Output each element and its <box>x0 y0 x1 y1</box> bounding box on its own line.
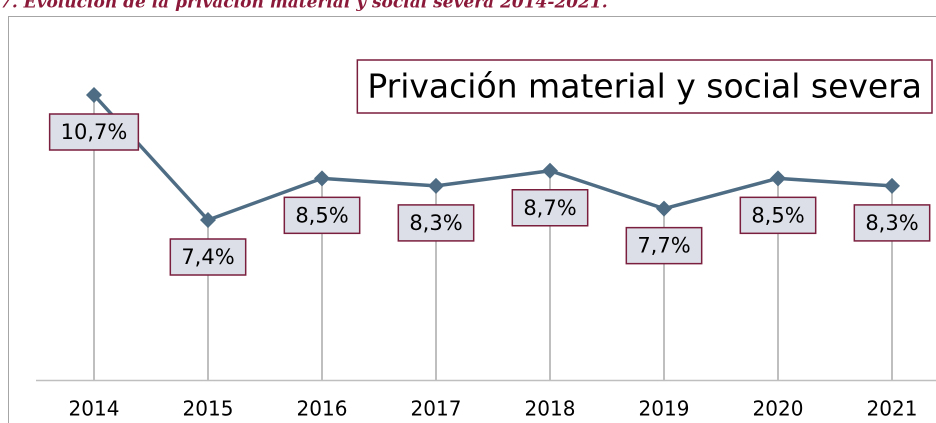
data-label: 8,5% <box>295 203 348 227</box>
data-label-box <box>511 189 589 227</box>
point-marker <box>542 162 558 179</box>
data-label: 7,7% <box>637 234 690 258</box>
x-tick-label: 2018 <box>525 397 576 421</box>
data-label-box <box>625 226 703 265</box>
data-label-box <box>169 238 247 276</box>
x-tick-label: 2014 <box>69 397 120 421</box>
point-marker <box>86 87 102 103</box>
x-tick-label: 2017 <box>411 397 462 421</box>
data-label: 7,4% <box>181 245 234 269</box>
legend-label: Privación material y social severa <box>367 67 922 106</box>
x-tick-label: 2016 <box>297 397 348 421</box>
legend-box <box>356 59 933 114</box>
data-label: 8,3% <box>865 211 918 235</box>
x-tick-label: 2020 <box>753 397 804 421</box>
point-marker <box>656 200 672 217</box>
data-label: 8,3% <box>409 211 462 235</box>
data-label-box <box>283 196 361 235</box>
data-label: 10,7% <box>61 120 128 144</box>
data-label: 8,5% <box>751 203 804 227</box>
chart-caption: 7. Evolución de la privación material y … <box>0 0 608 13</box>
point-marker <box>200 212 216 228</box>
data-label: 8,7% <box>523 196 576 220</box>
data-label-box <box>739 196 817 235</box>
data-label-box <box>853 204 931 242</box>
point-marker <box>428 177 444 194</box>
x-tick-label: 2015 <box>183 397 234 421</box>
series-line <box>92 93 893 222</box>
data-label-box <box>397 204 475 242</box>
x-tick-label: 2019 <box>639 397 690 421</box>
point-marker <box>314 170 330 187</box>
point-marker <box>770 170 786 187</box>
x-tick-label: 2021 <box>867 397 918 421</box>
point-marker <box>884 177 900 194</box>
data-label-box <box>48 113 140 151</box>
